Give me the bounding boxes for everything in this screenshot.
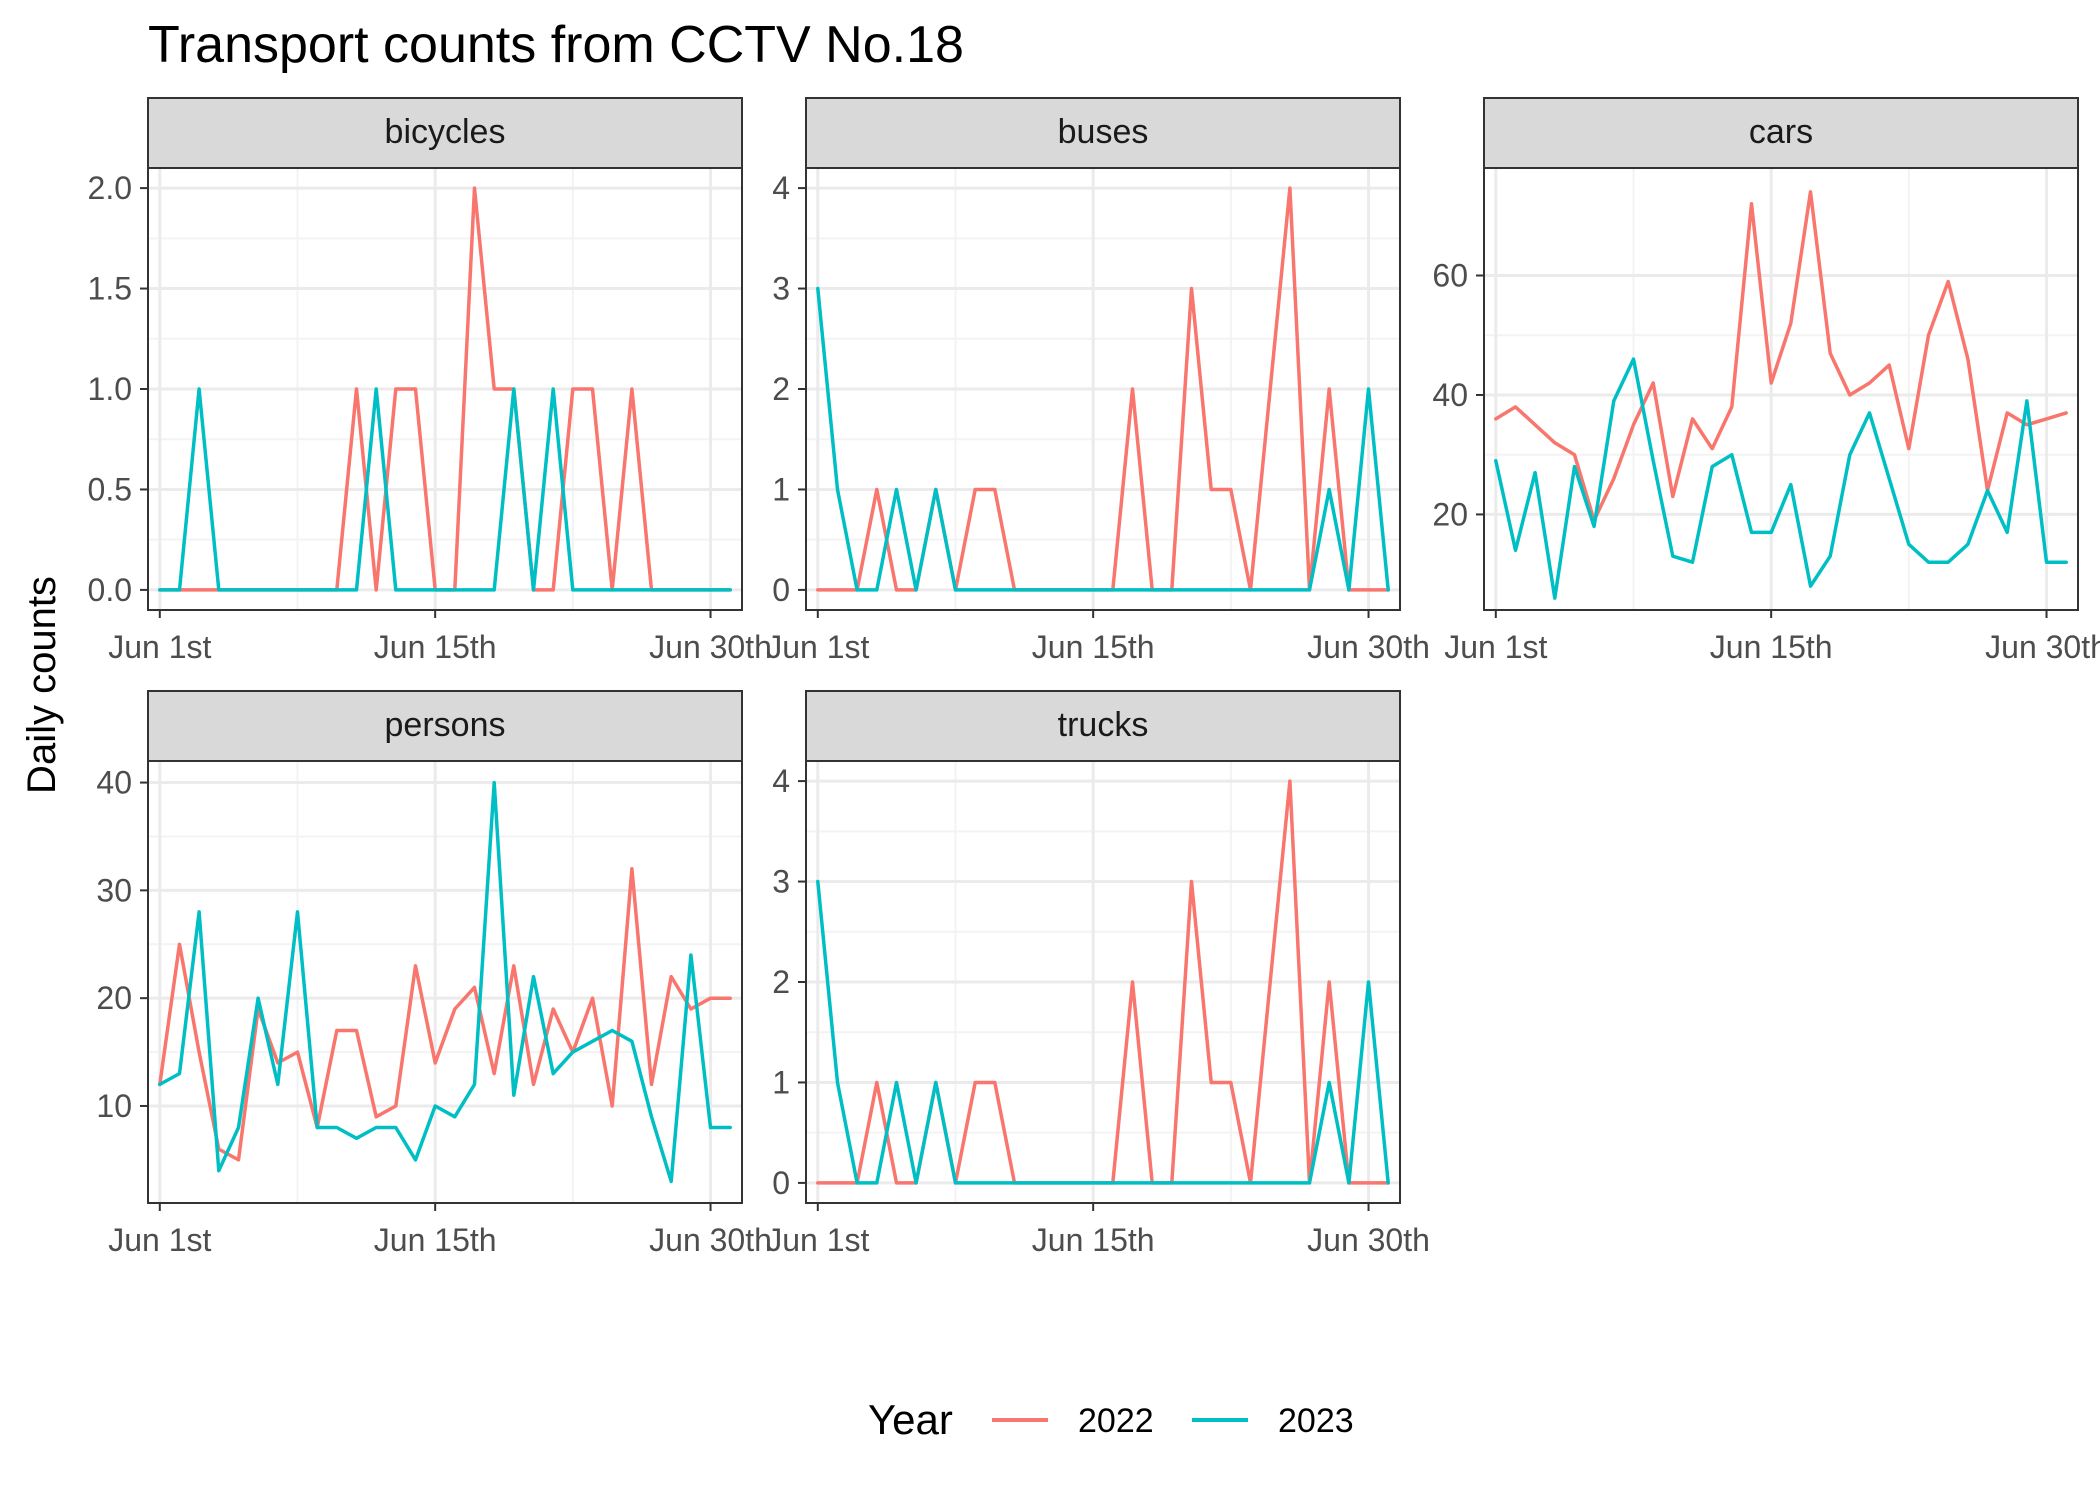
y-tick-label: 2: [772, 371, 790, 407]
y-tick-label: 3: [772, 271, 790, 307]
y-tick-label: 1.0: [88, 371, 132, 407]
facet-strip-label: bicycles: [385, 113, 506, 151]
facet-cars: cars 20 40 60 Jun 1st Jun 15th Jun 30th: [1432, 97, 2100, 665]
x-tick-label: Jun 30th: [649, 629, 772, 665]
series-line-2023: [158, 387, 732, 592]
panel-background: [1484, 168, 2078, 610]
facet-buses: buses 0 1 2 3 4 Jun 1st Jun 15th Jun 30th: [766, 97, 1430, 665]
y-tick-label: 0.0: [88, 572, 132, 608]
y-tick-label: 4: [772, 763, 790, 799]
y-tick-label: 10: [96, 1088, 132, 1124]
facet-strip: [805, 97, 1401, 169]
x-tick-label: Jun 15th: [374, 1222, 497, 1258]
x-tick-label: Jun 30th: [1307, 1222, 1430, 1258]
series-line-2023: [158, 780, 732, 1184]
facet-strip-label: buses: [1058, 113, 1149, 151]
y-tick-label: 20: [1432, 496, 1468, 532]
y-tick-label: 30: [96, 872, 132, 908]
y-axis-title: Daily counts: [20, 576, 64, 794]
facet-strip: [805, 690, 1401, 762]
legend-label-2023: 2023: [1278, 1402, 1354, 1440]
y-tick-label: 2: [772, 964, 790, 1000]
x-tick-label: Jun 15th: [374, 629, 497, 665]
y-tick-label: 3: [772, 864, 790, 900]
y-tick-label: 0.5: [88, 471, 132, 507]
y-tick-label: 2.0: [88, 170, 132, 206]
y-tick-label: 1.5: [88, 271, 132, 307]
facet-strip: [147, 97, 743, 169]
x-tick-label: Jun 15th: [1032, 1222, 1155, 1258]
facet-panels: bicycles 0.0 0.5 1.0 1.5 2.0 Jun 1st Jun 15th Ju…: [88, 97, 2100, 1258]
y-tick-label: 4: [772, 170, 790, 206]
y-tick-label: 0: [772, 572, 790, 608]
facet-strip-label: persons: [385, 706, 506, 744]
y-tick-label: 40: [1432, 377, 1468, 413]
facet-strip-label: trucks: [1058, 706, 1149, 744]
x-tick-label: Jun 1st: [108, 629, 211, 665]
panel-background: [148, 761, 742, 1203]
x-tick-label: Jun 1st: [766, 629, 869, 665]
x-tick-label: Jun 1st: [1444, 629, 1547, 665]
y-tick-label: 0: [772, 1165, 790, 1201]
y-tick-label: 40: [96, 765, 132, 801]
facet-strip: [147, 690, 743, 762]
series-line-2023: [816, 879, 1390, 1185]
series-line-2023: [1494, 357, 2068, 600]
legend: Year 2022 2023: [868, 1396, 1354, 1443]
x-tick-label: Jun 1st: [108, 1222, 211, 1258]
x-tick-label: Jun 15th: [1032, 629, 1155, 665]
facet-strip-label: cars: [1749, 113, 1813, 151]
series-line-2023: [816, 286, 1390, 592]
chart-title: Transport counts from CCTV No.18: [148, 16, 964, 74]
legend-label-2022: 2022: [1078, 1402, 1154, 1440]
y-tick-label: 1: [772, 1064, 790, 1100]
y-tick-label: 1: [772, 471, 790, 507]
y-tick-label: 20: [96, 980, 132, 1016]
x-tick-label: Jun 1st: [766, 1222, 869, 1258]
x-tick-label: Jun 30th: [649, 1222, 772, 1258]
facet-persons: persons 10 20 30 40 Jun 1st Jun 15th Jun 30th: [96, 690, 772, 1258]
x-tick-label: Jun 30th: [1985, 629, 2100, 665]
series-line-2022: [158, 867, 732, 1162]
facet-trucks: trucks 0 1 2 3 4 Jun 1st Jun 15th Jun 30th: [766, 690, 1430, 1258]
facet-strip: [1483, 97, 2079, 169]
x-tick-label: Jun 15th: [1710, 629, 1833, 665]
x-tick-label: Jun 30th: [1307, 629, 1430, 665]
facet-bicycles: bicycles 0.0 0.5 1.0 1.5 2.0 Jun 1st Jun 15th Ju…: [88, 97, 772, 665]
series-line-2022: [1494, 190, 2068, 523]
legend-title: Year: [868, 1396, 953, 1443]
y-tick-label: 60: [1432, 258, 1468, 294]
